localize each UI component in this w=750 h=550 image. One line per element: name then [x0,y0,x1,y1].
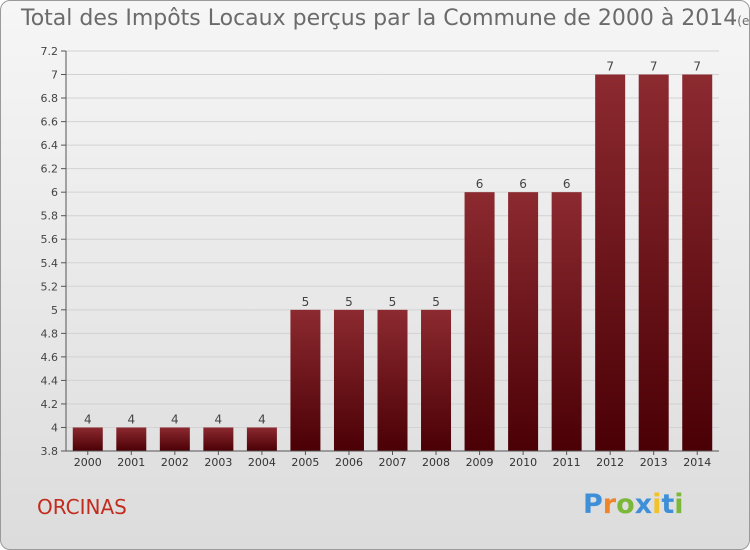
bar-value-label: 5 [389,295,397,309]
bar-value-label: 6 [519,177,527,191]
y-tick-label: 6.8 [41,92,59,105]
x-tick-label: 2007 [379,456,407,469]
logo-letter: r [602,489,617,520]
bar-value-label: 4 [171,412,179,426]
logo-letter: t [661,489,675,520]
y-tick-label: 4 [51,421,58,434]
y-tick-label: 5.6 [41,233,59,246]
bar-value-label: 5 [345,295,353,309]
x-tick-label: 2004 [248,456,276,469]
bar-value-label: 7 [650,60,658,74]
y-tick-label: 4.8 [41,327,59,340]
bar [72,427,103,451]
y-tick-label: 5.4 [41,257,59,270]
bar-value-label: 4 [215,412,223,426]
y-tick-label: 6.6 [41,116,59,129]
bar-value-label: 4 [127,412,135,426]
subtitle-text: (en milliers d'€) [737,14,750,28]
bar [638,74,669,451]
y-tick-label: 6.2 [41,163,59,176]
bar-value-label: 4 [258,412,266,426]
x-tick-label: 2002 [161,456,189,469]
y-tick-label: 7 [51,69,58,82]
bar-value-label: 5 [432,295,440,309]
y-tick-label: 5.2 [41,280,59,293]
chart-title: Total des Impôts Locaux perçus par la Co… [21,6,750,31]
bar [595,74,626,451]
x-tick-label: 2005 [291,456,319,469]
x-tick-label: 2008 [422,456,450,469]
y-tick-label: 7.2 [41,45,59,58]
logo-letter: i [652,489,662,520]
y-tick-label: 4.2 [41,398,59,411]
bar-value-label: 6 [476,177,484,191]
x-tick-label: 2013 [640,456,668,469]
bar [464,192,495,452]
bar [551,192,582,452]
bar-value-label: 7 [606,60,614,74]
bar-value-label: 6 [563,177,571,191]
y-tick-label: 4.6 [41,351,59,364]
logo-letter: x [634,489,653,520]
y-tick-label: 3.8 [41,445,59,458]
y-tick-label: 6.4 [41,139,59,152]
bar [377,309,408,451]
x-tick-label: 2003 [204,456,232,469]
logo-letter: i [674,489,684,520]
x-tick-label: 2010 [509,456,537,469]
bar-value-label: 5 [302,295,310,309]
bar [246,427,277,451]
bar [508,192,539,452]
proxiti-logo: Proxiti [583,489,684,520]
bar [159,427,190,451]
y-tick-label: 4.4 [41,374,59,387]
y-tick-label: 6 [51,186,58,199]
bar [116,427,147,451]
x-tick-label: 2014 [683,456,711,469]
x-tick-label: 2001 [117,456,145,469]
title-text: Total des Impôts Locaux perçus par la Co… [21,6,738,31]
bar-value-label: 7 [693,60,701,74]
y-tick-label: 5.8 [41,210,59,223]
bars: 4 4 4 4 4 5 5 5 5 6 6 6 7 7 7 [72,60,713,452]
x-tick-label: 2006 [335,456,363,469]
bar [203,427,234,451]
bar [421,309,452,451]
bar [333,309,364,451]
bar [290,309,321,451]
x-axis: 2000 2001 2002 2003 2004 2005 2006 2007 2008 2009… [66,450,719,469]
x-tick-label: 2012 [596,456,624,469]
logo-letter: P [583,489,603,520]
x-tick-label: 2009 [466,456,494,469]
x-tick-label: 2011 [553,456,581,469]
y-axis: 3.8 4 4.2 4.4 4.6 4.8 5 5.2 5.4 5.6 5.8 6 6.2 6.4 6.6 6… [41,45,67,458]
commune-name: ORCINAS [37,495,127,519]
bar [682,74,713,451]
x-tick-label: 2000 [74,456,102,469]
y-tick-label: 5 [51,304,58,317]
logo-letter: o [616,489,635,520]
bar-value-label: 4 [84,412,92,426]
